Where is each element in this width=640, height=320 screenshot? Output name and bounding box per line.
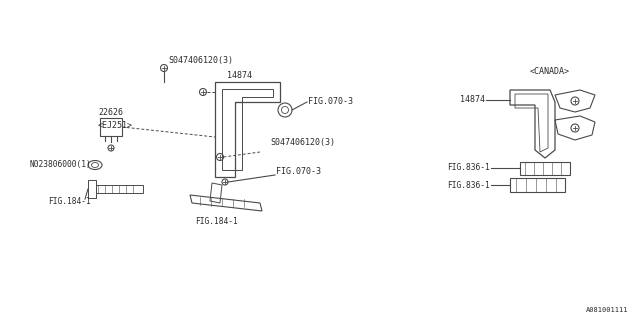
Text: FIG.184-1: FIG.184-1 <box>195 217 237 226</box>
Text: 22626: 22626 <box>98 108 123 117</box>
Text: S047406120(3): S047406120(3) <box>168 55 233 65</box>
Text: FIG.070-3: FIG.070-3 <box>276 167 321 177</box>
Text: 14874: 14874 <box>460 95 485 105</box>
Text: N023806000(1): N023806000(1) <box>30 161 92 170</box>
Text: A081001111: A081001111 <box>586 307 628 313</box>
Text: S047406120(3): S047406120(3) <box>270 138 335 147</box>
Text: FIG.836-1: FIG.836-1 <box>447 180 490 189</box>
Text: <EJ251>: <EJ251> <box>98 121 133 130</box>
Text: 14874: 14874 <box>227 71 252 80</box>
Text: FIG.836-1: FIG.836-1 <box>447 164 490 172</box>
Text: FIG.070-3: FIG.070-3 <box>308 98 353 107</box>
Text: <CANADA>: <CANADA> <box>530 68 570 76</box>
Text: FIG.184-1: FIG.184-1 <box>48 197 91 206</box>
